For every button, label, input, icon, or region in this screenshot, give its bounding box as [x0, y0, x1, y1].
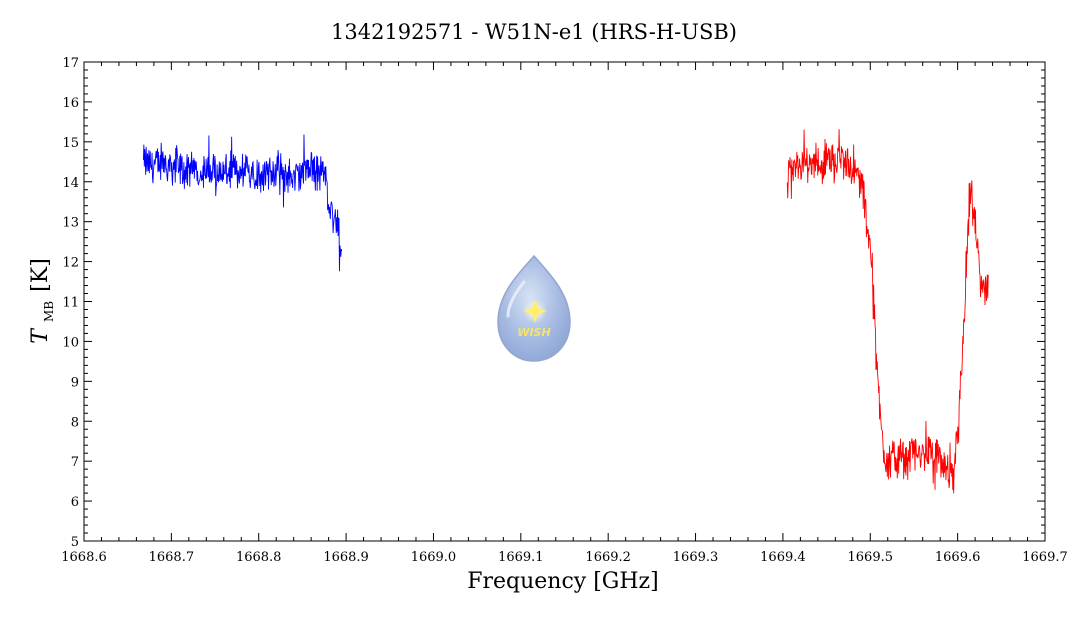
x-tick-label: 1669.5 [848, 550, 894, 565]
x-tick-label: 1668.6 [61, 550, 107, 565]
y-axis-title-symbol: T [28, 327, 53, 344]
y-tick-label: 6 [71, 495, 79, 510]
y-tick-label: 12 [62, 256, 79, 271]
svg-text:T MB [K]: T MB [K] [28, 258, 57, 344]
y-tick-label: 8 [71, 415, 79, 430]
x-tick-label: 1669.2 [585, 550, 631, 565]
x-axis-title: Frequency [GHz] [467, 569, 659, 594]
y-tick-label: 11 [62, 296, 79, 311]
y-tick-label: 9 [71, 375, 79, 390]
plot-frame [83, 61, 1046, 542]
series-line [142, 134, 343, 272]
x-tick-label: 1668.8 [236, 550, 282, 565]
x-tick-label: 1669.4 [760, 550, 806, 565]
series-group [142, 129, 989, 494]
y-tick-label: 14 [62, 176, 79, 191]
y-tick-label: 13 [62, 216, 79, 231]
x-tick-label: 1669.1 [498, 550, 544, 565]
x-tick-labels: 1668.6 1668.7 1668.8 1668.9 1669.0 1669.1 1669… [61, 550, 1068, 565]
y-axis-title-subscript: MB [42, 301, 56, 322]
logo-text: WISH [517, 326, 550, 339]
axis-ticks [83, 61, 1046, 542]
series-line [786, 129, 989, 494]
x-tick-label: 1669.0 [411, 550, 457, 565]
y-tick-label: 17 [62, 56, 79, 71]
y-tick-label: 16 [62, 96, 79, 111]
y-tick-labels: 5 6 7 8 9 10 11 12 13 14 15 16 17 [62, 56, 79, 550]
y-axis-title-unit: [K] [28, 258, 53, 292]
x-tick-label: 1669.3 [673, 550, 719, 565]
y-tick-label: 5 [71, 535, 79, 550]
x-tick-label: 1669.6 [935, 550, 981, 565]
y-tick-label: 10 [62, 335, 79, 350]
x-tick-label: 1668.9 [323, 550, 369, 565]
x-tick-label: 1669.7 [1022, 550, 1068, 565]
chart-title: 1342192571 - W51N-e1 (HRS-H-USB) [331, 20, 737, 44]
y-axis-title: T MB [K] [28, 258, 57, 344]
y-tick-label: 7 [71, 455, 79, 470]
wish-logo: WISH [497, 254, 571, 362]
y-tick-label: 15 [62, 136, 79, 151]
x-tick-label: 1668.7 [149, 550, 195, 565]
